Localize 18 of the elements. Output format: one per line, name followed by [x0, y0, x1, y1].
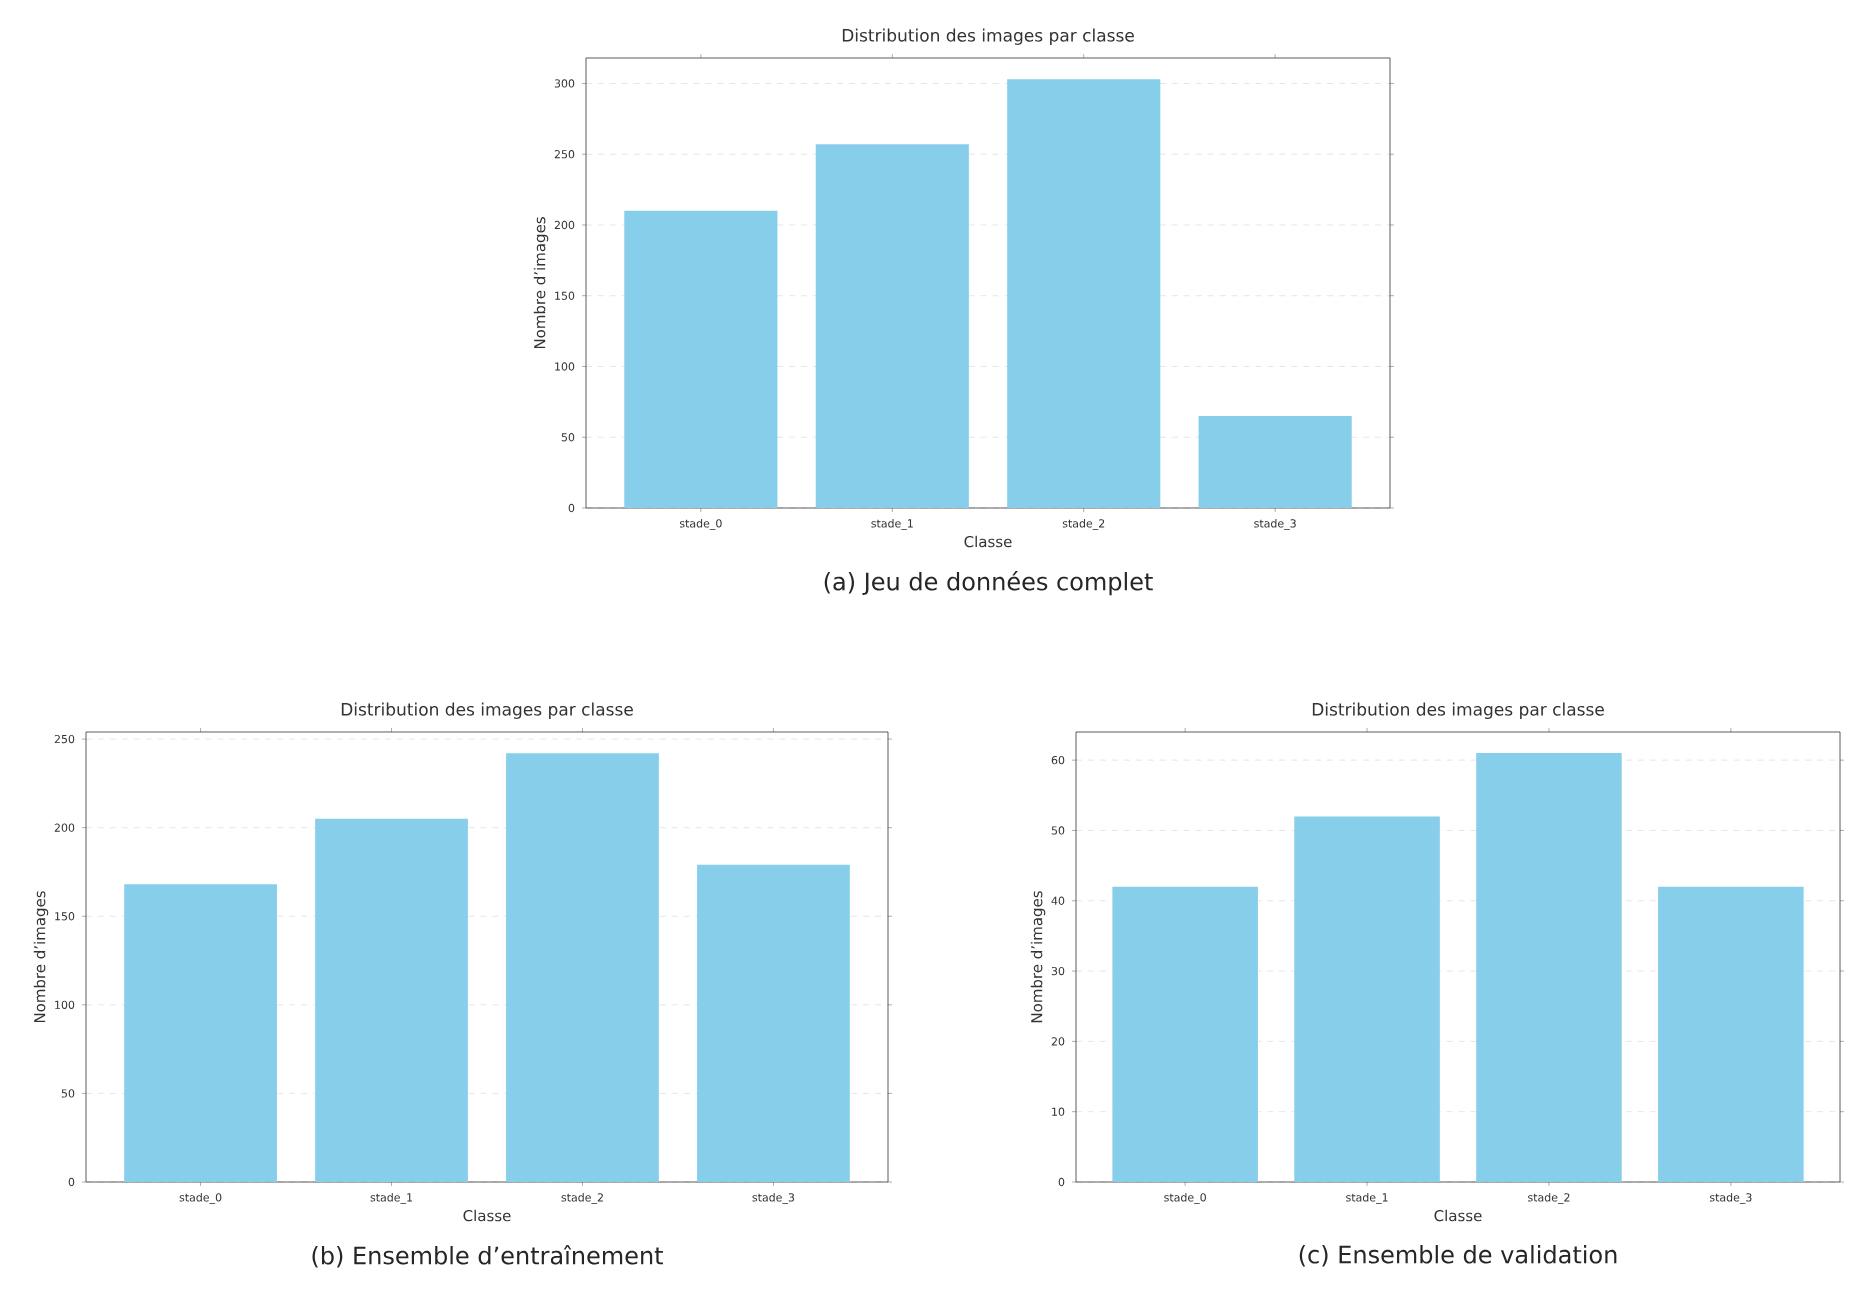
- bar: [624, 210, 778, 508]
- text: (a) Jeu de données complet: [824, 571, 1153, 596]
- bar: [506, 753, 659, 1182]
- text: (c) Ensemble de validation: [1299, 1245, 1617, 1267]
- bar: [1476, 753, 1622, 1182]
- bar: [1007, 79, 1161, 508]
- bar: [697, 864, 850, 1182]
- text: (b) Ensemble d’entraînement: [312, 1245, 663, 1268]
- bar: [1112, 886, 1258, 1182]
- bar: [1658, 886, 1804, 1182]
- chart-title: Distribution des images par classe: [341, 702, 633, 719]
- bar: [124, 884, 277, 1182]
- bar: [1198, 416, 1352, 508]
- chart-title: Distribution des images par classe: [842, 28, 1134, 45]
- bar: [815, 144, 969, 508]
- chart-title: Distribution des images par classe: [1312, 702, 1604, 719]
- bar: [1294, 816, 1440, 1182]
- bar: [315, 818, 468, 1182]
